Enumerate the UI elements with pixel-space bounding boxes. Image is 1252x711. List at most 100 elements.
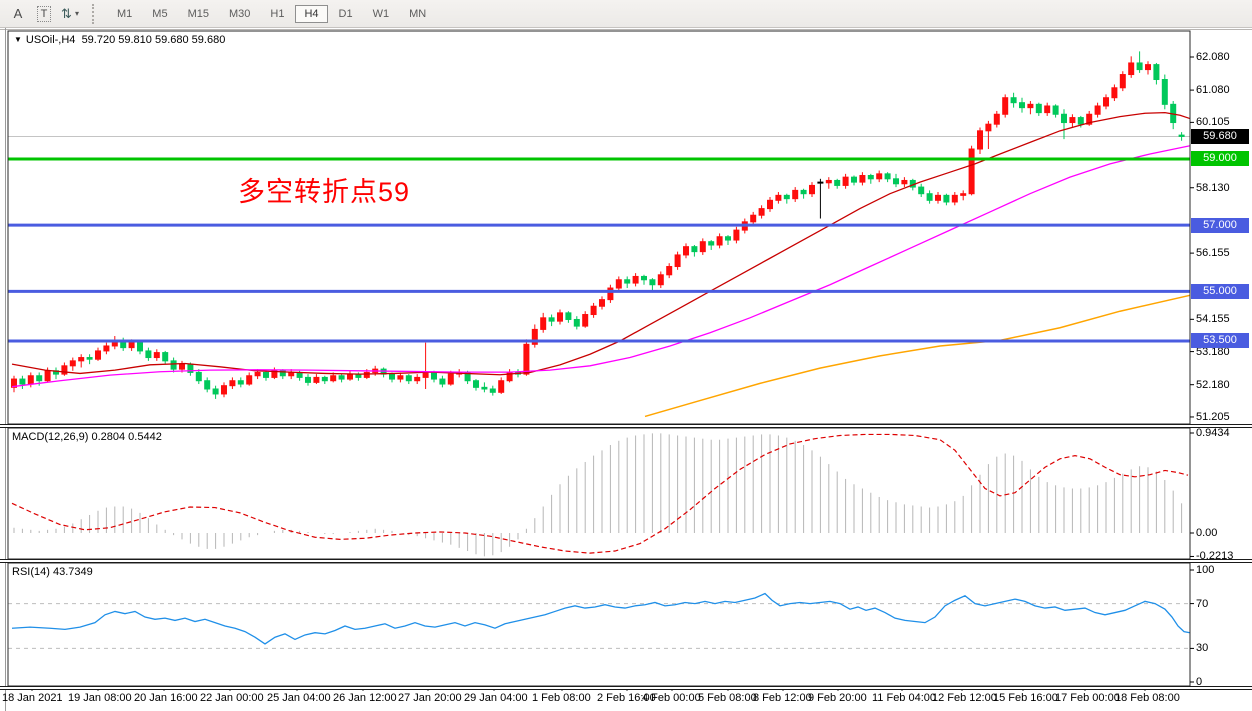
candle[interactable] <box>531 328 538 345</box>
candle[interactable] <box>137 342 143 352</box>
candle[interactable] <box>78 357 85 362</box>
candle[interactable] <box>422 371 429 378</box>
candle[interactable] <box>27 375 34 385</box>
candle[interactable] <box>338 375 345 380</box>
candle[interactable] <box>1002 97 1009 115</box>
candle[interactable] <box>750 214 757 223</box>
candle[interactable] <box>69 360 76 367</box>
candle[interactable] <box>414 376 421 382</box>
candle[interactable] <box>498 380 505 393</box>
candle[interactable] <box>86 357 93 360</box>
candle[interactable] <box>573 318 580 327</box>
candle[interactable] <box>565 312 572 320</box>
candle[interactable] <box>691 246 698 253</box>
candle[interactable] <box>1111 87 1118 99</box>
candle[interactable] <box>179 363 185 370</box>
candle[interactable] <box>305 376 311 383</box>
candle[interactable] <box>624 279 631 284</box>
candle[interactable] <box>582 314 589 327</box>
candle[interactable] <box>775 194 782 201</box>
candle[interactable] <box>649 279 656 286</box>
timeframe-button-h1[interactable]: H1 <box>270 7 285 20</box>
candle[interactable] <box>489 388 496 393</box>
candle[interactable] <box>557 312 563 322</box>
candle[interactable] <box>1010 97 1017 104</box>
candle[interactable] <box>389 373 395 380</box>
candle[interactable] <box>246 375 253 385</box>
candle[interactable] <box>960 193 967 196</box>
candle[interactable] <box>36 375 43 382</box>
timeframe-button-m30[interactable]: M30 <box>228 7 251 20</box>
candle[interactable] <box>641 275 647 281</box>
candle[interactable] <box>195 371 202 382</box>
candle[interactable] <box>893 178 899 185</box>
candle[interactable] <box>901 179 908 185</box>
candle[interactable] <box>632 275 639 284</box>
candle[interactable] <box>254 371 261 377</box>
candle[interactable] <box>792 189 799 200</box>
timeframe-button-m15[interactable]: M15 <box>187 7 209 20</box>
candle[interactable] <box>548 317 555 322</box>
candle[interactable] <box>657 274 664 286</box>
candle[interactable] <box>204 380 211 390</box>
timeframe-button-h4[interactable]: H4 <box>295 4 328 23</box>
candle[interactable] <box>447 373 454 385</box>
candle[interactable] <box>363 371 370 378</box>
pane-splitter[interactable] <box>0 686 1252 690</box>
candle[interactable] <box>279 370 286 377</box>
candle[interactable] <box>767 199 773 210</box>
candle[interactable] <box>212 388 219 395</box>
candle[interactable] <box>540 317 547 330</box>
candle[interactable] <box>221 385 227 395</box>
candle[interactable] <box>405 375 412 382</box>
candle[interactable] <box>800 189 807 195</box>
candle[interactable] <box>1027 103 1034 109</box>
candle[interactable] <box>44 370 51 382</box>
pane-splitter[interactable] <box>0 424 1252 428</box>
candle[interactable] <box>867 174 874 180</box>
candle[interactable] <box>590 305 597 316</box>
candle[interactable] <box>1103 97 1109 107</box>
text-label-tool-button[interactable]: T <box>34 4 54 24</box>
candle[interactable] <box>725 236 731 241</box>
candle[interactable] <box>1136 62 1143 71</box>
timeframe-button-m5[interactable]: M5 <box>152 7 168 20</box>
candle[interactable] <box>1077 117 1084 125</box>
candle[interactable] <box>523 343 530 375</box>
candle[interactable] <box>674 254 681 268</box>
candle[interactable] <box>431 371 437 380</box>
timeframe-button-m1[interactable]: M1 <box>117 7 133 20</box>
candle[interactable] <box>347 373 353 380</box>
candle[interactable] <box>1153 64 1160 81</box>
candle[interactable] <box>918 186 925 195</box>
candle[interactable] <box>19 378 26 385</box>
timeframe-button-w1[interactable]: W1 <box>372 7 390 20</box>
candle[interactable] <box>926 193 933 201</box>
candle[interactable] <box>884 173 891 180</box>
candle[interactable] <box>330 375 337 382</box>
candle[interactable] <box>599 299 605 307</box>
candle[interactable] <box>1094 105 1101 115</box>
candle[interactable] <box>128 342 135 349</box>
pane-splitter[interactable] <box>0 559 1252 563</box>
candle[interactable] <box>95 350 101 360</box>
candle[interactable] <box>162 352 169 362</box>
candle[interactable] <box>699 241 706 253</box>
candle[interactable] <box>61 365 68 375</box>
candle[interactable] <box>876 173 883 180</box>
candle[interactable] <box>439 378 446 385</box>
candle[interactable] <box>153 352 160 359</box>
candle[interactable] <box>733 229 740 241</box>
candle[interactable] <box>993 113 1000 125</box>
candle[interactable] <box>834 179 841 186</box>
timeframe-button-d1[interactable]: D1 <box>338 7 353 20</box>
candle[interactable] <box>716 236 723 246</box>
candle[interactable] <box>288 371 295 377</box>
candle[interactable] <box>708 241 715 246</box>
candle[interactable] <box>145 350 152 359</box>
candle[interactable] <box>229 380 236 387</box>
candle[interactable] <box>313 376 320 383</box>
candle[interactable] <box>397 375 404 380</box>
candle[interactable] <box>11 378 17 388</box>
